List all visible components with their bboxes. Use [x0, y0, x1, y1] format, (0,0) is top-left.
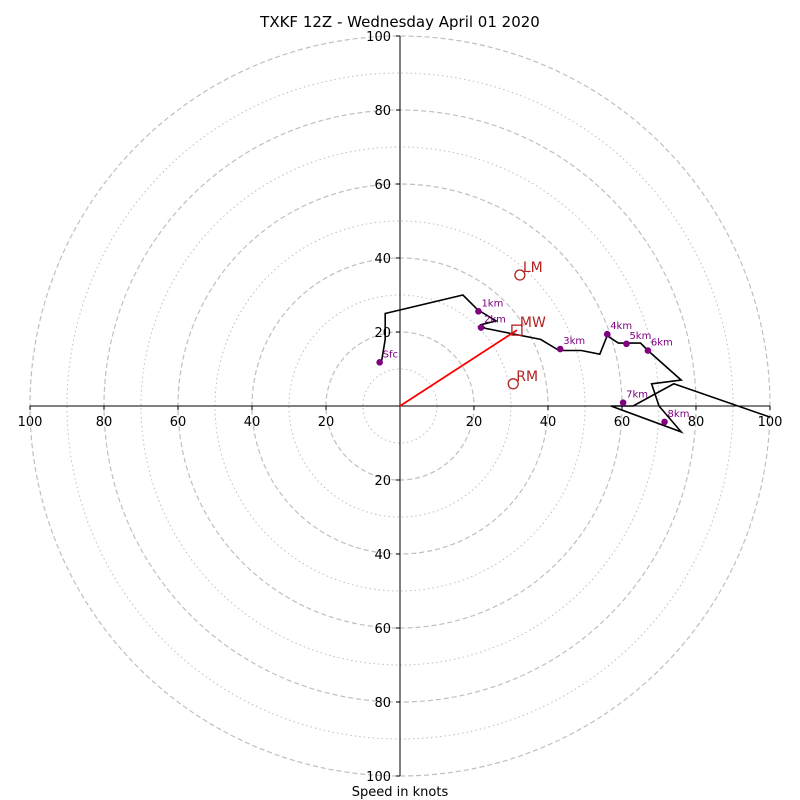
y-tick-label: 60 [374, 622, 391, 637]
hodograph-trace [380, 294, 771, 434]
storm-motion-label: MW [520, 315, 546, 331]
storm-motion-marker [514, 269, 526, 281]
height-marker [661, 418, 668, 426]
x-tick-label: 80 [688, 415, 705, 430]
x-tick-label: 20 [466, 415, 483, 430]
height-marker [376, 359, 383, 366]
height-marker-label: 8km [668, 409, 690, 420]
storm-motion-marker [511, 324, 523, 336]
x-tick-label: 100 [758, 415, 783, 430]
y-tick-label: 40 [374, 548, 391, 563]
storm-motion-markers: LM MW RM [507, 260, 546, 390]
y-tick-label: 100 [366, 770, 391, 785]
height-marker-label: Sfc [383, 349, 398, 360]
x-tick-label: 60 [170, 415, 187, 430]
x-axis-label: Speed in knots [352, 785, 449, 800]
y-tick-label: 60 [374, 178, 391, 193]
height-marker [603, 330, 611, 338]
y-tick-label: 80 [374, 696, 391, 711]
x-tick-label: 80 [96, 415, 113, 430]
height-marker [623, 340, 630, 348]
mean-wind-vector [399, 329, 518, 407]
y-tick-label: 20 [374, 474, 391, 489]
storm-motion-label: RM [516, 369, 538, 385]
y-tick-label: 40 [374, 252, 391, 267]
height-marker-label: 5km [629, 331, 651, 342]
height-marker-label: 2km [484, 315, 506, 326]
height-marker [477, 324, 485, 331]
x-tick-label: 60 [614, 415, 631, 430]
height-marker-label: 1km [481, 298, 503, 309]
storm-motion-label: LM [523, 260, 543, 276]
x-tick-label: 20 [318, 415, 335, 430]
height-marker [644, 347, 652, 354]
x-tick-label: 40 [540, 415, 557, 430]
height-marker [475, 307, 482, 315]
height-marker-label: 6km [651, 338, 673, 349]
wind-profile [380, 294, 771, 434]
height-marker [556, 345, 564, 353]
chart-title: TXKF 12Z - Wednesday April 01 2020 [259, 13, 540, 31]
x-tick-label: 100 [18, 415, 43, 430]
height-marker-label: 7km [626, 390, 648, 401]
x-tick-label: 40 [244, 415, 261, 430]
y-tick-label: 80 [374, 104, 391, 119]
height-marker-label: 4km [610, 321, 632, 332]
y-tick-label: 100 [366, 30, 391, 45]
height-marker [619, 399, 627, 406]
storm-motion-marker [507, 378, 519, 390]
height-marker-label: 3km [563, 336, 585, 347]
y-tick-label: 20 [374, 326, 391, 341]
tick-labels: 100 80 60 40 20 20 40 60 80 100 20 40 60 80 100 20 40 60 8… [18, 30, 783, 785]
